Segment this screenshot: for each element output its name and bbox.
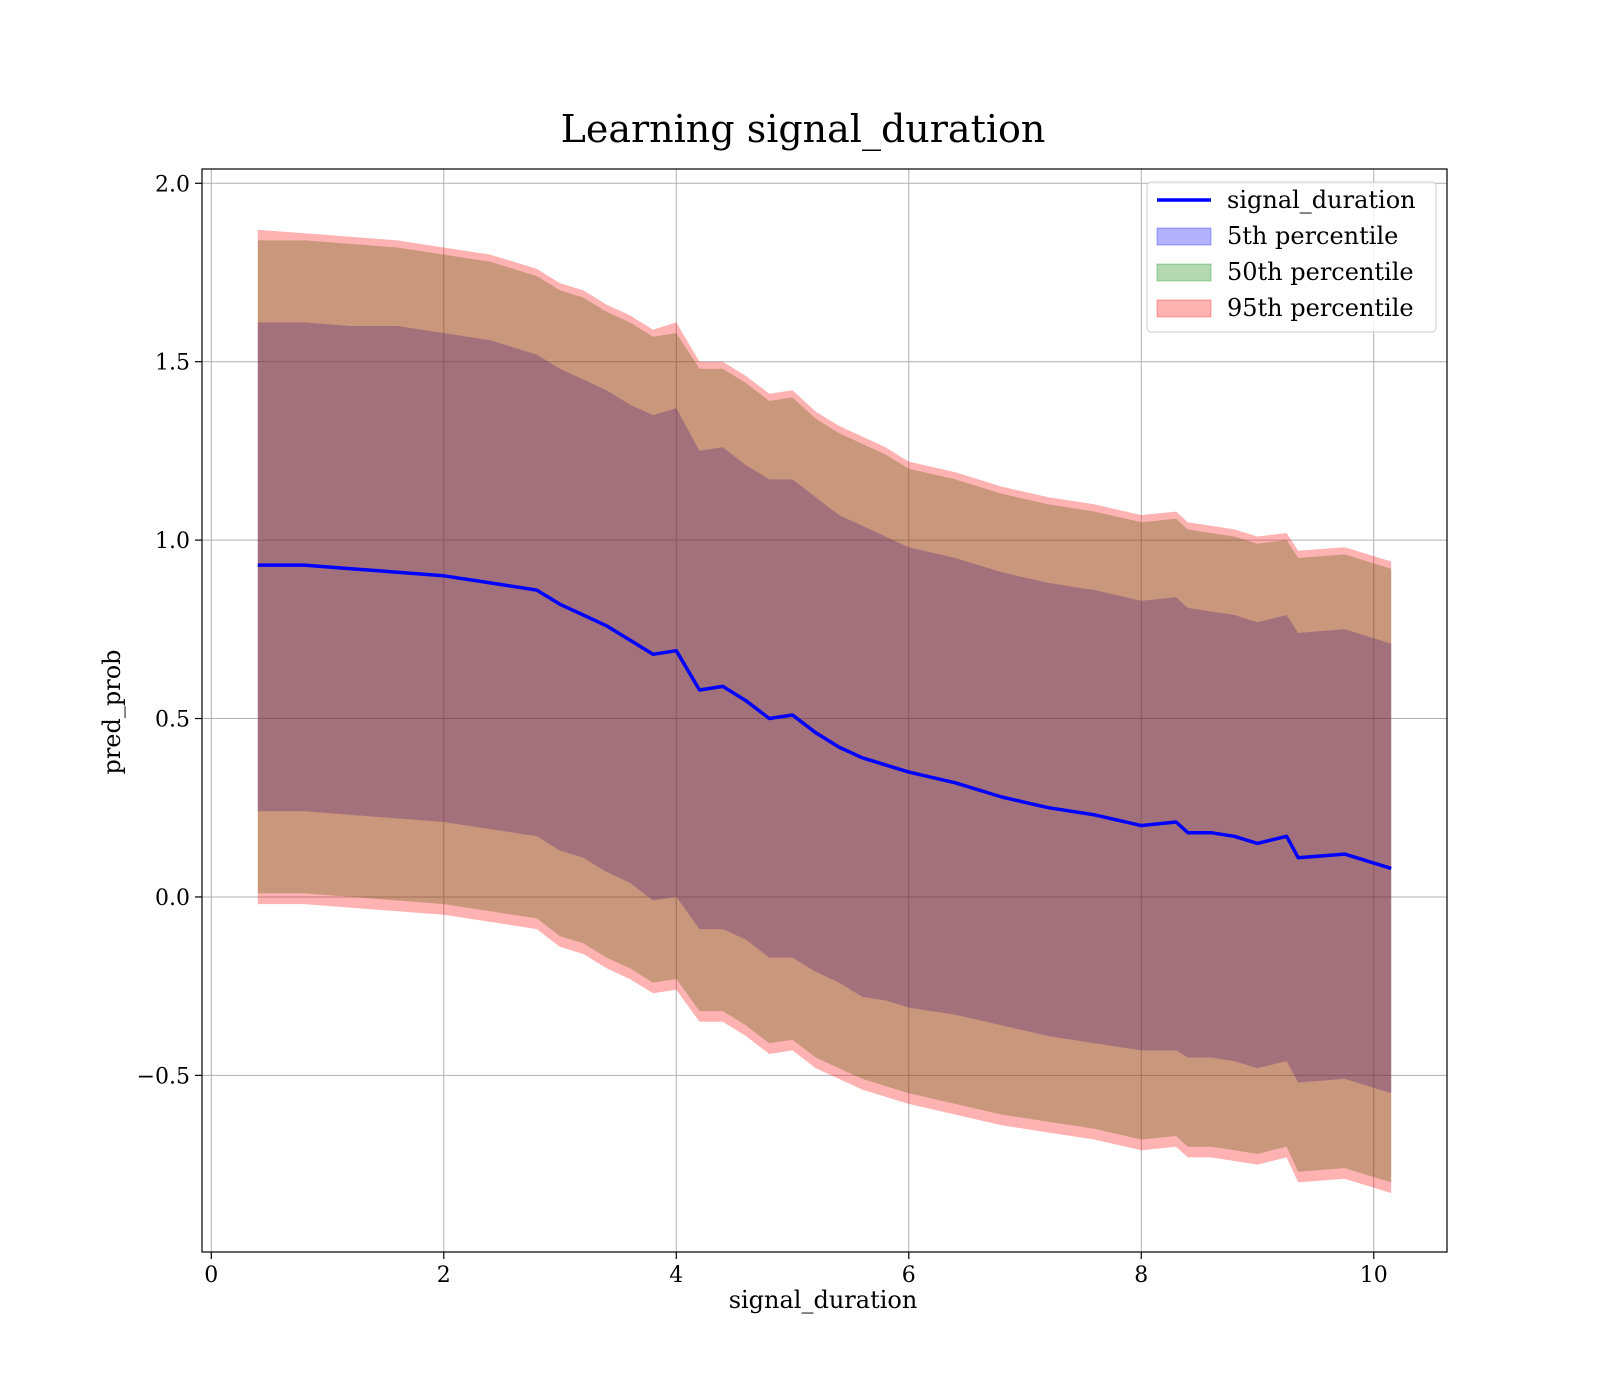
- y-axis: −0.5 0.0 0.5 1.0 1.5 2.0: [137, 172, 202, 1089]
- grid: [202, 169, 1447, 1252]
- plot-area: [201, 168, 1448, 1253]
- band-50th-percentile: [257, 240, 1392, 1183]
- legend-label: 50th percentile: [1227, 258, 1414, 286]
- chart-title: Learning signal_duration: [561, 107, 1046, 152]
- legend-item: 95th percentile: [1156, 294, 1414, 322]
- x-tick-label: 4: [669, 1263, 683, 1288]
- x-tick-label: 6: [902, 1263, 916, 1288]
- legend-item: 5th percentile: [1156, 222, 1398, 250]
- band-95th-percentile: [257, 229, 1392, 1194]
- axes-frame: [201, 168, 1448, 1253]
- x-axis: 0 2 4 6 8 10: [204, 1252, 1388, 1288]
- legend-swatch: [1156, 263, 1212, 282]
- legend-swatch: [1156, 299, 1212, 318]
- y-axis-label: pred_prob: [98, 649, 126, 774]
- x-tick-label: 10: [1360, 1263, 1388, 1288]
- legend-label: 95th percentile: [1227, 294, 1414, 322]
- series-lines: [257, 563, 1392, 871]
- x-axis-label: signal_duration: [729, 1286, 918, 1314]
- legend-swatch: [1156, 227, 1212, 246]
- y-tick-label: −0.5: [137, 1064, 190, 1089]
- x-tick-label: 0: [204, 1263, 218, 1288]
- legend: signal_duration 5th percentile 50th percen…: [1146, 181, 1437, 333]
- percentile-bands: [257, 229, 1392, 1194]
- legend-item: 50th percentile: [1156, 258, 1414, 286]
- legend-label: 5th percentile: [1227, 222, 1398, 250]
- legend-label: signal_duration: [1227, 186, 1416, 214]
- y-tick-label: 1.0: [155, 529, 190, 554]
- x-tick-label: 8: [1134, 1263, 1148, 1288]
- y-tick-label: 2.0: [155, 172, 190, 197]
- y-tick-label: 1.5: [155, 351, 190, 376]
- y-tick-label: 0.5: [155, 708, 190, 733]
- line-signal-duration: [257, 563, 1392, 871]
- legend-item: signal_duration: [1157, 186, 1416, 214]
- band-5th-percentile: [257, 322, 1392, 1094]
- legend-box: [1146, 181, 1437, 333]
- x-tick-label: 2: [437, 1263, 451, 1288]
- y-tick-label: 0.0: [155, 886, 190, 911]
